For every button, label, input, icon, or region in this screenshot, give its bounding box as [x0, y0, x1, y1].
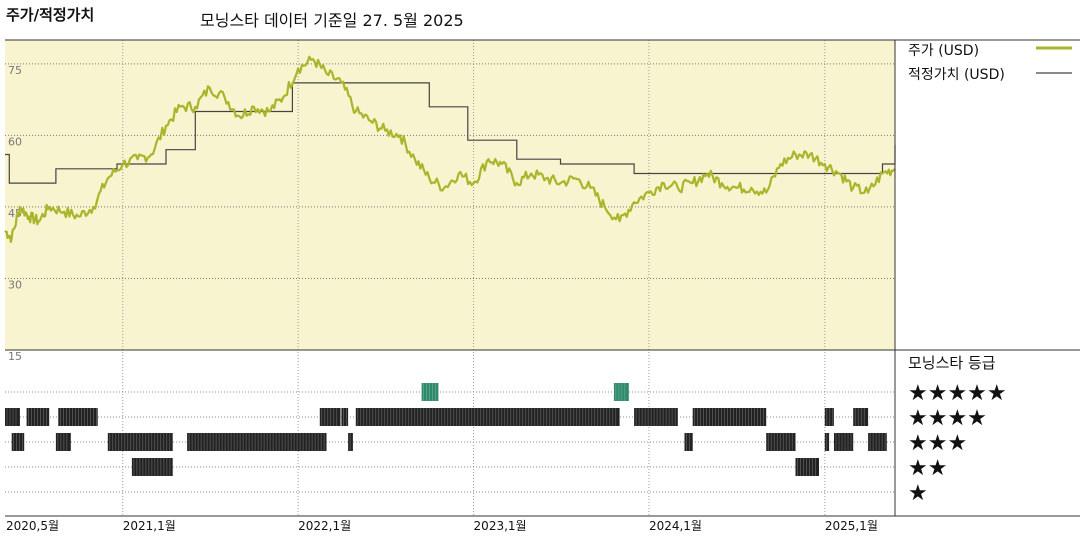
x-tick-label: 2022,1월: [298, 519, 351, 533]
legend-price-label: 주가 (USD): [908, 43, 979, 59]
horizontal-gridlines: [5, 63, 895, 493]
fair-value-line: [5, 82, 896, 184]
rating-bar-3-star: [348, 433, 353, 451]
rating-bar-3-star: [834, 433, 854, 451]
y-tick-label: 75: [8, 64, 22, 77]
x-tick-label: 2020,5월: [6, 519, 59, 533]
y-tick-label: 15: [8, 350, 22, 363]
rating-bar-4-star: [634, 408, 678, 426]
x-tick-label: 2023,1월: [474, 519, 527, 533]
y-tick-label: 30: [8, 278, 22, 291]
rating-5-stars: ★★★★★: [908, 381, 1007, 406]
legend-fair-value-label: 적정가치 (USD): [908, 67, 1005, 83]
legend: 주가 (USD) 적정가치 (USD) 모닝스타 등급 ★★★★★ ★★★★ ★…: [908, 43, 1072, 506]
rating-bar-5-star: [421, 383, 439, 401]
y-tick-label: 60: [8, 135, 22, 148]
rating-bar-3-star: [824, 433, 830, 451]
rating-bar-4-star: [319, 408, 341, 426]
rating-bar-4-star: [58, 408, 98, 426]
rating-bar-2-star: [795, 458, 819, 476]
x-tick-labels: 2020,5월 2021,1월 2022,1월 2023,1월 2024,1월 2025,…: [6, 519, 878, 533]
rating-1-star: ★: [908, 481, 928, 506]
rating-bars: [5, 383, 887, 476]
rating-bar-4-star: [853, 408, 869, 426]
x-tick-label: 2021,1월: [123, 519, 176, 533]
rating-2-stars: ★★: [908, 456, 947, 481]
rating-bar-3-star: [187, 433, 327, 451]
rating-bar-4-star: [824, 408, 834, 426]
rating-bar-5-star: [613, 383, 629, 401]
rating-bar-4-star: [341, 408, 349, 426]
rating-4-stars: ★★★★: [908, 406, 987, 431]
rating-bar-4-star: [355, 408, 620, 426]
price-line: [4, 55, 896, 243]
chart-subtitle: 모닝스타 데이터 기준일 27. 5월 2025: [200, 11, 464, 30]
rating-bar-3-star: [107, 433, 173, 451]
rating-bar-4-star: [5, 408, 20, 426]
rating-bar-2-star: [131, 458, 173, 476]
rating-bar-4-star: [692, 408, 767, 426]
rating-bar-3-star: [684, 433, 693, 451]
rating-bar-3-star: [11, 433, 25, 451]
rating-bar-3-star: [766, 433, 796, 451]
x-tick-label: 2024,1월: [649, 519, 702, 533]
x-tick-label: 2025,1월: [825, 519, 878, 533]
chart-header-title: 주가/적정가치: [6, 6, 94, 24]
price-plot-background: [5, 40, 895, 350]
rating-bar-3-star: [55, 433, 71, 451]
rating-legend-title: 모닝스타 등급: [908, 354, 996, 372]
rating-bar-3-star: [868, 433, 887, 451]
rating-bar-4-star: [26, 408, 50, 426]
rating-3-stars: ★★★: [908, 431, 967, 456]
